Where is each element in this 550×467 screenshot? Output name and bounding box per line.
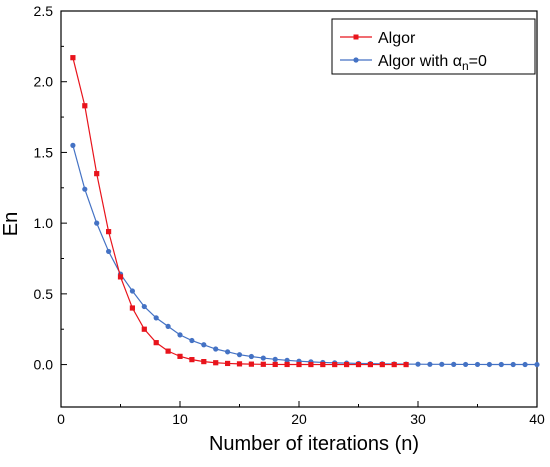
data-point-algor xyxy=(367,361,373,368)
data-point-algor-alpha xyxy=(415,361,421,367)
x-tick-label: 0 xyxy=(57,411,65,427)
data-point-algor-alpha xyxy=(165,323,171,329)
y-tick-label: 0.0 xyxy=(34,357,54,373)
data-point-algor xyxy=(129,305,135,311)
data-point-algor xyxy=(355,361,362,368)
data-point-algor-alpha xyxy=(141,303,147,310)
data-point-algor-alpha xyxy=(498,361,504,368)
data-point-algor-alpha xyxy=(510,361,516,368)
legend-label-subscript: n xyxy=(462,59,469,73)
x-tick-label: 20 xyxy=(291,411,307,427)
data-point-algor xyxy=(94,171,100,177)
data-point-algor-alpha xyxy=(272,356,278,362)
x-tick-label: 40 xyxy=(529,411,545,427)
data-point-algor xyxy=(391,361,397,368)
y-tick-label: 0.5 xyxy=(34,286,54,302)
series-line-algor-alpha xyxy=(72,145,537,366)
data-point-algor-alpha xyxy=(427,361,433,367)
data-point-algor xyxy=(344,361,350,368)
data-point-algor-alpha xyxy=(153,315,159,321)
data-point-algor-alpha xyxy=(474,361,481,368)
data-point-algor-alpha xyxy=(82,186,88,192)
data-point-algor xyxy=(177,353,183,359)
data-point-algor xyxy=(70,55,76,61)
data-point-algor-alpha xyxy=(236,352,243,358)
data-point-algor-alpha xyxy=(129,288,135,294)
data-point-algor xyxy=(403,361,409,368)
y-tick-label: 2.5 xyxy=(34,3,54,19)
legend-item-algor-alpha: Algor with αn=0 xyxy=(340,53,487,73)
data-point-algor-alpha xyxy=(94,220,100,226)
data-point-algor xyxy=(248,361,254,367)
legend: Algor Algor with αn=0 xyxy=(331,18,536,75)
legend-label-tail: =0 xyxy=(469,53,487,70)
data-point-algor-alpha xyxy=(248,353,254,360)
series-layer xyxy=(70,55,540,368)
data-point-algor-alpha xyxy=(451,361,457,367)
data-point-algor xyxy=(117,274,124,280)
data-point-algor-alpha xyxy=(534,361,540,368)
data-point-algor-alpha xyxy=(463,361,469,368)
legend-box xyxy=(331,18,536,75)
data-point-algor-alpha xyxy=(225,349,231,355)
data-point-algor-alpha xyxy=(201,342,207,348)
series-line-algor xyxy=(72,57,407,366)
series-algor-alpha xyxy=(70,142,540,368)
data-point-algor xyxy=(153,340,159,346)
data-point-algor-alpha xyxy=(260,355,266,361)
legend-label-algor: Algor xyxy=(378,30,416,47)
legend-label-main: Algor with α xyxy=(378,53,462,70)
data-point-algor xyxy=(272,361,278,368)
legend-label-algor-alpha: Algor with αn=0 xyxy=(378,53,487,73)
data-point-algor-alpha xyxy=(177,332,183,338)
series-algor xyxy=(70,55,409,368)
legend-marker-algor-alpha xyxy=(353,57,359,63)
data-point-algor xyxy=(308,361,314,368)
x-tick-label: 30 xyxy=(410,411,426,427)
data-point-algor xyxy=(141,326,147,332)
y-tick-label: 2.0 xyxy=(34,74,54,90)
data-point-algor-alpha xyxy=(189,337,195,344)
y-tick-label: 1.0 xyxy=(34,215,54,231)
data-point-algor-alpha xyxy=(106,248,112,255)
data-point-algor xyxy=(213,360,219,366)
y-axis-title: En xyxy=(0,212,22,236)
x-tick-label: 10 xyxy=(172,411,188,427)
x-axis-title: Number of iterations (n) xyxy=(209,433,419,455)
data-point-algor xyxy=(379,361,385,368)
data-point-algor xyxy=(296,361,302,368)
data-point-algor xyxy=(82,103,88,109)
data-point-algor-alpha xyxy=(213,346,219,352)
legend-item-algor: Algor xyxy=(340,30,416,47)
data-point-algor xyxy=(106,229,112,235)
data-point-algor xyxy=(320,361,326,368)
data-point-algor xyxy=(332,361,338,368)
data-point-algor xyxy=(236,361,243,367)
data-point-algor xyxy=(201,359,207,365)
data-point-algor-alpha xyxy=(522,361,528,368)
data-point-algor-alpha xyxy=(70,142,76,148)
data-point-algor xyxy=(284,361,290,368)
data-point-algor-alpha xyxy=(486,361,492,368)
data-point-algor xyxy=(260,361,266,367)
data-point-algor-alpha xyxy=(439,361,445,367)
data-point-algor xyxy=(225,360,231,367)
axis-ticks: 0 10 20 30 40 0.0 0.5 1.0 1.5 2.0 2.5 xyxy=(34,3,545,427)
legend-marker-algor xyxy=(353,34,359,40)
y-tick-label: 1.5 xyxy=(34,144,54,160)
data-point-algor xyxy=(189,357,195,363)
data-point-algor-alpha xyxy=(284,357,290,363)
data-point-algor xyxy=(165,348,171,354)
